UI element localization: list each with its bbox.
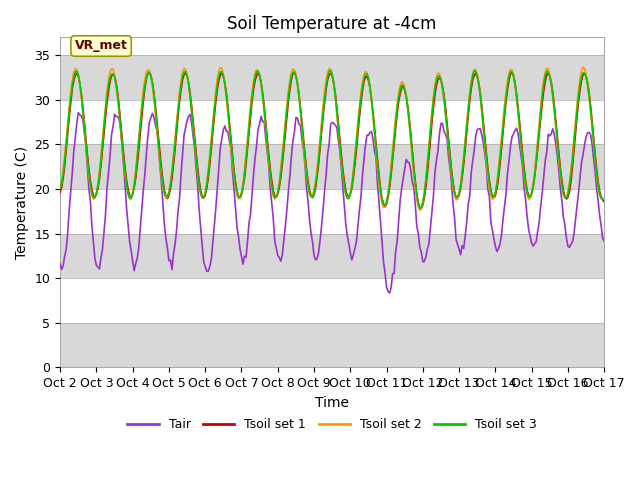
Bar (60, 37, 604, 55)
Tsoil set 2 (56, 186, 64, 192)
Tsoil set 1 (386, 184, 394, 190)
Tsoil set 2 (600, 195, 608, 201)
Tsoil set 1 (159, 178, 167, 183)
Y-axis label: Temperature (C): Temperature (C) (15, 146, 29, 259)
Tsoil set 3 (600, 197, 608, 203)
Tair (386, 290, 394, 296)
Tsoil set 1 (145, 69, 153, 75)
Tair (387, 285, 395, 291)
Bar (60, 234, 604, 278)
Tair (600, 238, 608, 244)
Tsoil set 2 (416, 207, 424, 213)
Bar (60, 100, 604, 144)
Tsoil set 2 (72, 66, 79, 72)
Tsoil set 1 (600, 199, 608, 205)
Tair (159, 201, 167, 207)
Tsoil set 3 (386, 181, 394, 187)
Tsoil set 3 (327, 68, 335, 73)
Tsoil set 1 (417, 206, 425, 212)
Line: Tsoil set 3: Tsoil set 3 (60, 71, 604, 208)
Tsoil set 3 (416, 205, 424, 211)
Text: VR_met: VR_met (75, 39, 127, 52)
Tsoil set 3 (56, 185, 64, 191)
Tair (367, 129, 375, 134)
Bar (60, 55, 604, 100)
Line: Tsoil set 1: Tsoil set 1 (60, 72, 604, 209)
Tair (72, 134, 79, 140)
Tsoil set 1 (367, 97, 375, 103)
Line: Tair: Tair (60, 113, 604, 293)
Line: Tsoil set 2: Tsoil set 2 (60, 67, 604, 210)
Tsoil set 2 (366, 84, 374, 90)
Tsoil set 2 (384, 190, 392, 196)
Tair (74, 110, 82, 116)
Tsoil set 3 (157, 169, 165, 175)
Tair (399, 176, 407, 181)
Tsoil set 1 (537, 115, 545, 120)
Tsoil set 2 (396, 83, 404, 88)
Tsoil set 2 (579, 64, 587, 70)
Tsoil set 3 (367, 96, 375, 101)
Tsoil set 1 (398, 85, 406, 91)
Tsoil set 3 (398, 83, 406, 88)
Tsoil set 1 (72, 72, 79, 78)
Bar (60, 189, 604, 234)
Tsoil set 1 (56, 189, 64, 195)
Bar (60, 144, 604, 189)
Tair (56, 261, 64, 267)
Legend: Tair, Tsoil set 1, Tsoil set 2, Tsoil set 3: Tair, Tsoil set 1, Tsoil set 2, Tsoil se… (122, 413, 542, 436)
Tsoil set 3 (537, 108, 545, 114)
Tsoil set 2 (536, 120, 543, 125)
Tsoil set 2 (157, 173, 165, 179)
Title: Soil Temperature at -4cm: Soil Temperature at -4cm (227, 15, 437, 33)
X-axis label: Time: Time (315, 396, 349, 409)
Tair (537, 204, 545, 209)
Tsoil set 3 (72, 69, 79, 75)
Bar (60, 278, 604, 323)
Bar (60, 323, 604, 367)
